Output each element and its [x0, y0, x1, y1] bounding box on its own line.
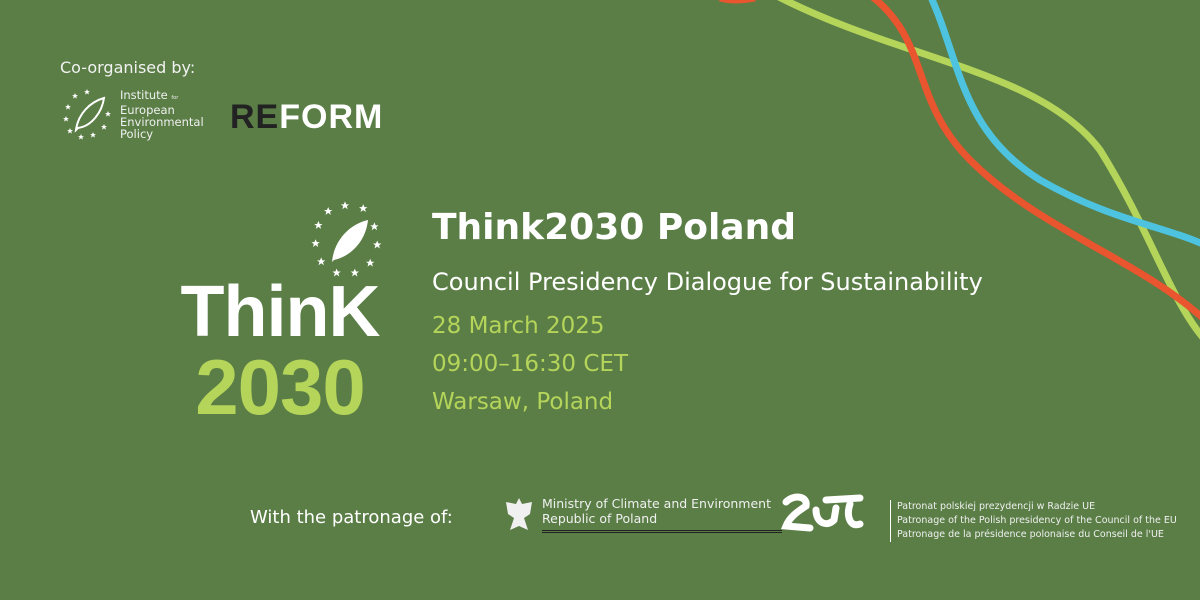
ministry-country: Republic of Poland — [542, 511, 658, 526]
logo-think: ThinK — [180, 272, 381, 352]
ministry-logo: Ministry of Climate and Environment Repub… — [502, 496, 782, 536]
ieep-logo: Institute for European Environmental Policy — [62, 88, 204, 140]
event-date: 28 March 2025 — [432, 313, 605, 339]
ieep-text: for — [171, 94, 179, 101]
event-time: 09:00–16:30 CET — [432, 351, 629, 377]
ieep-text: Policy — [120, 126, 154, 141]
event-location: Warsaw, Poland — [432, 389, 614, 415]
event-subtitle: Council Presidency Dialogue for Sustaina… — [432, 268, 983, 296]
ieep-text: Institute — [120, 87, 168, 102]
ieep-text: European — [120, 102, 175, 117]
presidency-text-fr: Patronage de la présidence polonaise du … — [897, 529, 1164, 540]
ministry-name: Ministry of Climate and Environment — [542, 496, 771, 511]
reform-text: FORM — [279, 98, 384, 136]
reform-logo: REFORM — [230, 98, 383, 136]
presidency-text-pl: Patronat polskiej prezydencji w Radzie U… — [897, 501, 1096, 512]
polish-presidency-logo-icon — [780, 493, 864, 532]
ieep-text: Environmental — [120, 114, 204, 129]
leaf-stars-icon — [63, 89, 111, 140]
patronage-label: With the patronage of: — [250, 507, 453, 528]
logo-2030: 2030 — [195, 343, 366, 431]
co-organised-label: Co-organised by: — [60, 58, 196, 77]
event-title: Think2030 Poland — [432, 207, 796, 248]
think2030-logo: ThinK 2030 — [170, 200, 390, 426]
eagle-emblem-icon — [506, 498, 532, 530]
presidency-text-en: Patronage of the Polish presidency of th… — [897, 515, 1177, 526]
presidency-patronage-text: Patronat polskiej prezydencji w Radzie U… — [890, 500, 1177, 542]
reform-text: RE — [230, 98, 280, 136]
leaf-stars-icon — [311, 201, 382, 277]
